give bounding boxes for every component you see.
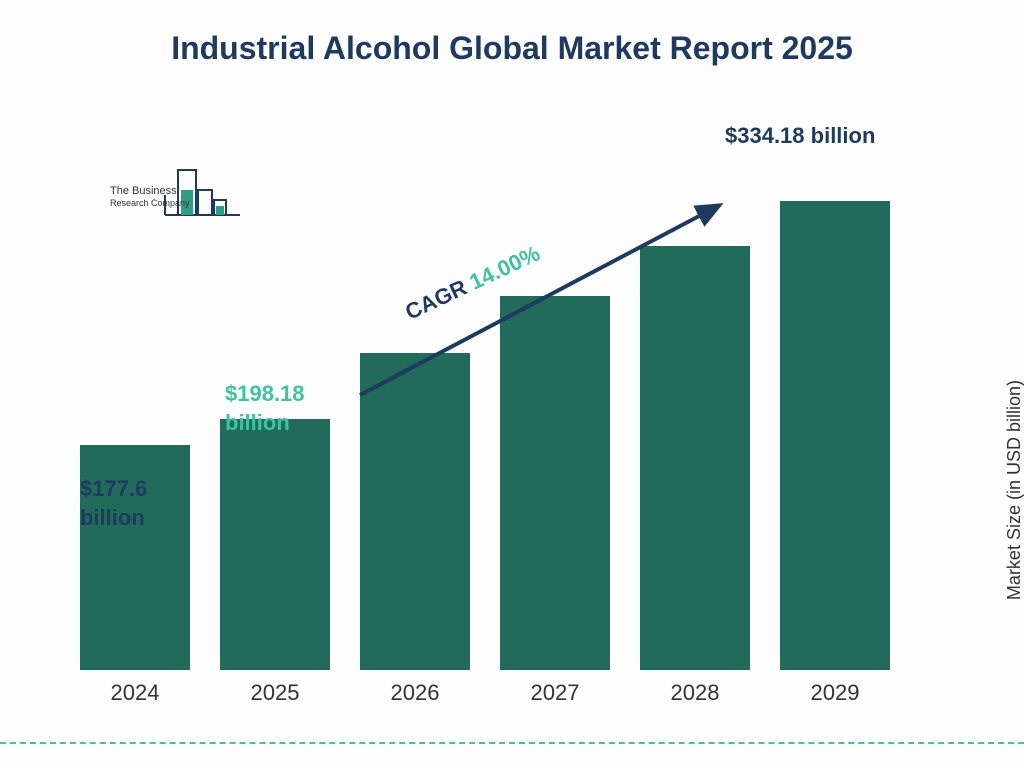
y-axis-label: Market Size (in USD billion) [1004,380,1024,600]
bottom-divider [0,742,1024,744]
trend-arrow-icon [0,0,1024,768]
